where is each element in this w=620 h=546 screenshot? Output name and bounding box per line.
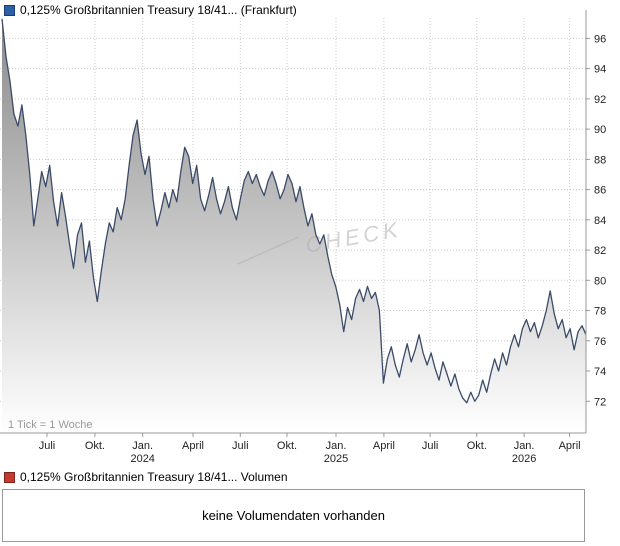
y-tick-label: 74	[594, 366, 606, 378]
x-year-label: 2025	[324, 453, 348, 465]
y-tick-label: 88	[594, 154, 606, 166]
x-tick-label: Okt.	[85, 440, 105, 452]
price-line	[1, 18, 587, 404]
volume-section: 0,125% Großbritannien Treasury 18/41... …	[0, 468, 620, 542]
price-chart-legend: 0,125% Großbritannien Treasury 18/41... …	[4, 3, 297, 17]
x-tick-label: Okt.	[467, 440, 487, 452]
x-year-label: 2026	[512, 453, 536, 465]
tick-note: 1 Tick = 1 Woche	[8, 419, 93, 431]
x-tick-label: Juli	[39, 440, 56, 452]
x-tick-label: Juli	[422, 440, 439, 452]
y-tick-label: 76	[594, 336, 606, 348]
price-area	[2, 18, 586, 434]
x-tick-label: Jan.	[132, 440, 153, 452]
volume-empty-message: keine Volumendaten vorhanden	[202, 508, 385, 523]
x-tick-label: Okt.	[277, 440, 297, 452]
y-tick-label: 96	[594, 33, 606, 45]
x-tick-label: Jan.	[514, 440, 535, 452]
x-year-label: 2024	[130, 453, 154, 465]
volume-panel: keine Volumendaten vorhanden	[2, 489, 585, 542]
y-tick-label: 94	[594, 64, 606, 76]
y-tick-label: 72	[594, 396, 606, 408]
svg-text:CHECK: CHECK	[303, 216, 403, 257]
y-tick-label: 86	[594, 185, 606, 197]
x-tick-label: April	[373, 440, 395, 452]
y-tick-label: 84	[594, 215, 606, 227]
y-tick-label: 90	[594, 124, 606, 136]
volume-legend: 0,125% Großbritannien Treasury 18/41... …	[4, 470, 620, 484]
y-tick-label: 80	[594, 275, 606, 287]
price-series-marker-icon	[4, 4, 15, 16]
y-tick-label: 78	[594, 306, 606, 318]
volume-title: 0,125% Großbritannien Treasury 18/41... …	[20, 470, 288, 484]
y-tick-label: 92	[594, 94, 606, 106]
chart-title: 0,125% Großbritannien Treasury 18/41... …	[20, 3, 297, 17]
x-tick-label: Juli	[232, 440, 249, 452]
y-tick-label: 82	[594, 245, 606, 257]
x-tick-label: April	[559, 440, 581, 452]
x-tick-label: Jan.	[326, 440, 347, 452]
x-tick-label: April	[182, 440, 204, 452]
volume-series-marker-icon	[4, 471, 15, 483]
price-chart[interactable]: CHECK 72 74 76 78 80 82 84 86 88 90 92 94 96 Juli Okt. J…	[0, 0, 620, 466]
